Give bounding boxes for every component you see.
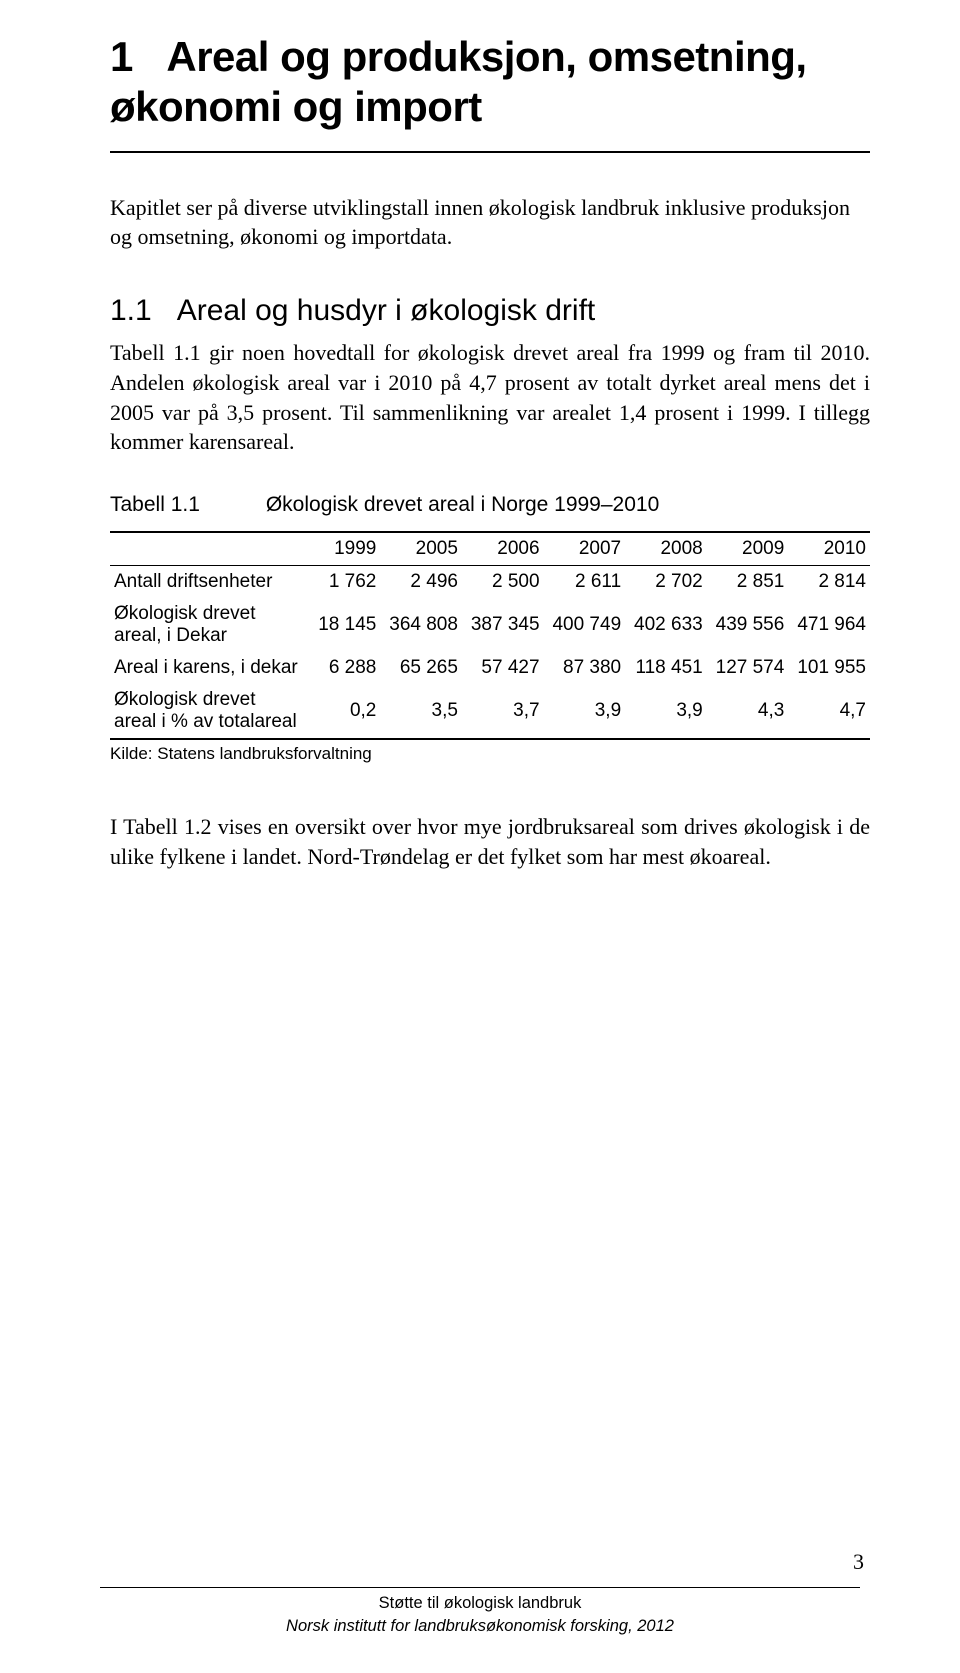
table-caption: Tabell 1.1 Økologisk drevet areal i Norg… (110, 493, 870, 517)
section-title-text: Areal og husdyr i økologisk drift (177, 294, 596, 327)
cell: 1 762 (310, 565, 380, 598)
body-paragraph-1: Tabell 1.1 gir noen hovedtall for økolog… (110, 338, 870, 457)
cell: 4,7 (788, 684, 870, 739)
cell: 402 633 (625, 598, 707, 652)
table-header-row: 1999 2005 2006 2007 2008 2009 2010 (110, 532, 870, 566)
cell: 2 611 (544, 565, 626, 598)
cell: 2 496 (380, 565, 462, 598)
chapter-rule (110, 151, 870, 153)
table-row: Areal i karens, i dekar 6 288 65 265 57 … (110, 652, 870, 684)
footer-line-1: Støtte til økologisk landbruk (0, 1592, 960, 1614)
row-label: Antall driftsenheter (110, 565, 310, 598)
col-header: 2008 (625, 532, 707, 566)
col-header: 2010 (788, 532, 870, 566)
section-number: 1.1 (110, 294, 152, 327)
chapter-title-text: Areal og produksjon, omsetning, økonomi … (110, 33, 807, 130)
section-heading: 1.1 Areal og husdyr i økologisk drift (110, 294, 870, 328)
cell: 2 500 (462, 565, 544, 598)
page-footer: Støtte til økologisk landbruk Norsk inst… (0, 1587, 960, 1637)
col-header: 2009 (707, 532, 789, 566)
table-source: Kilde: Statens landbruksforvaltning (110, 744, 870, 764)
col-header: 2005 (380, 532, 462, 566)
cell: 6 288 (310, 652, 380, 684)
cell: 0,2 (310, 684, 380, 739)
table-label: Tabell 1.1 (110, 493, 260, 517)
intro-paragraph: Kapitlet ser på diverse utviklingstall i… (110, 193, 870, 252)
row-label: Økologisk drevet areal i % av totalareal (110, 684, 310, 739)
cell: 387 345 (462, 598, 544, 652)
cell: 3,5 (380, 684, 462, 739)
table-row: Antall driftsenheter 1 762 2 496 2 500 2… (110, 565, 870, 598)
cell: 57 427 (462, 652, 544, 684)
table-row: Økologisk drevet areal i % av totalareal… (110, 684, 870, 739)
data-table: 1999 2005 2006 2007 2008 2009 2010 Antal… (110, 531, 870, 740)
cell: 3,7 (462, 684, 544, 739)
cell: 2 702 (625, 565, 707, 598)
col-header: 2006 (462, 532, 544, 566)
chapter-heading: 1 Areal og produksjon, omsetning, økonom… (110, 32, 870, 133)
table-title: Økologisk drevet areal i Norge 1999–2010 (266, 493, 659, 516)
footer-rule (100, 1587, 860, 1588)
cell: 2 814 (788, 565, 870, 598)
cell: 118 451 (625, 652, 707, 684)
row-label: Økologisk drevet areal, i Dekar (110, 598, 310, 652)
body-paragraph-2: I Tabell 1.2 vises en oversikt over hvor… (110, 812, 870, 871)
col-header: 2007 (544, 532, 626, 566)
cell: 364 808 (380, 598, 462, 652)
cell: 18 145 (310, 598, 380, 652)
row-label: Areal i karens, i dekar (110, 652, 310, 684)
cell: 3,9 (625, 684, 707, 739)
cell: 2 851 (707, 565, 789, 598)
cell: 87 380 (544, 652, 626, 684)
table-row: Økologisk drevet areal, i Dekar 18 145 3… (110, 598, 870, 652)
document-page: 1 Areal og produksjon, omsetning, økonom… (0, 0, 960, 871)
cell: 65 265 (380, 652, 462, 684)
cell: 400 749 (544, 598, 626, 652)
cell: 471 964 (788, 598, 870, 652)
col-header (110, 532, 310, 566)
cell: 439 556 (707, 598, 789, 652)
page-number: 3 (853, 1549, 864, 1575)
col-header: 1999 (310, 532, 380, 566)
cell: 3,9 (544, 684, 626, 739)
cell: 4,3 (707, 684, 789, 739)
footer-line-2: Norsk institutt for landbruksøkonomisk f… (0, 1615, 960, 1637)
chapter-number: 1 (110, 33, 133, 80)
cell: 101 955 (788, 652, 870, 684)
cell: 127 574 (707, 652, 789, 684)
